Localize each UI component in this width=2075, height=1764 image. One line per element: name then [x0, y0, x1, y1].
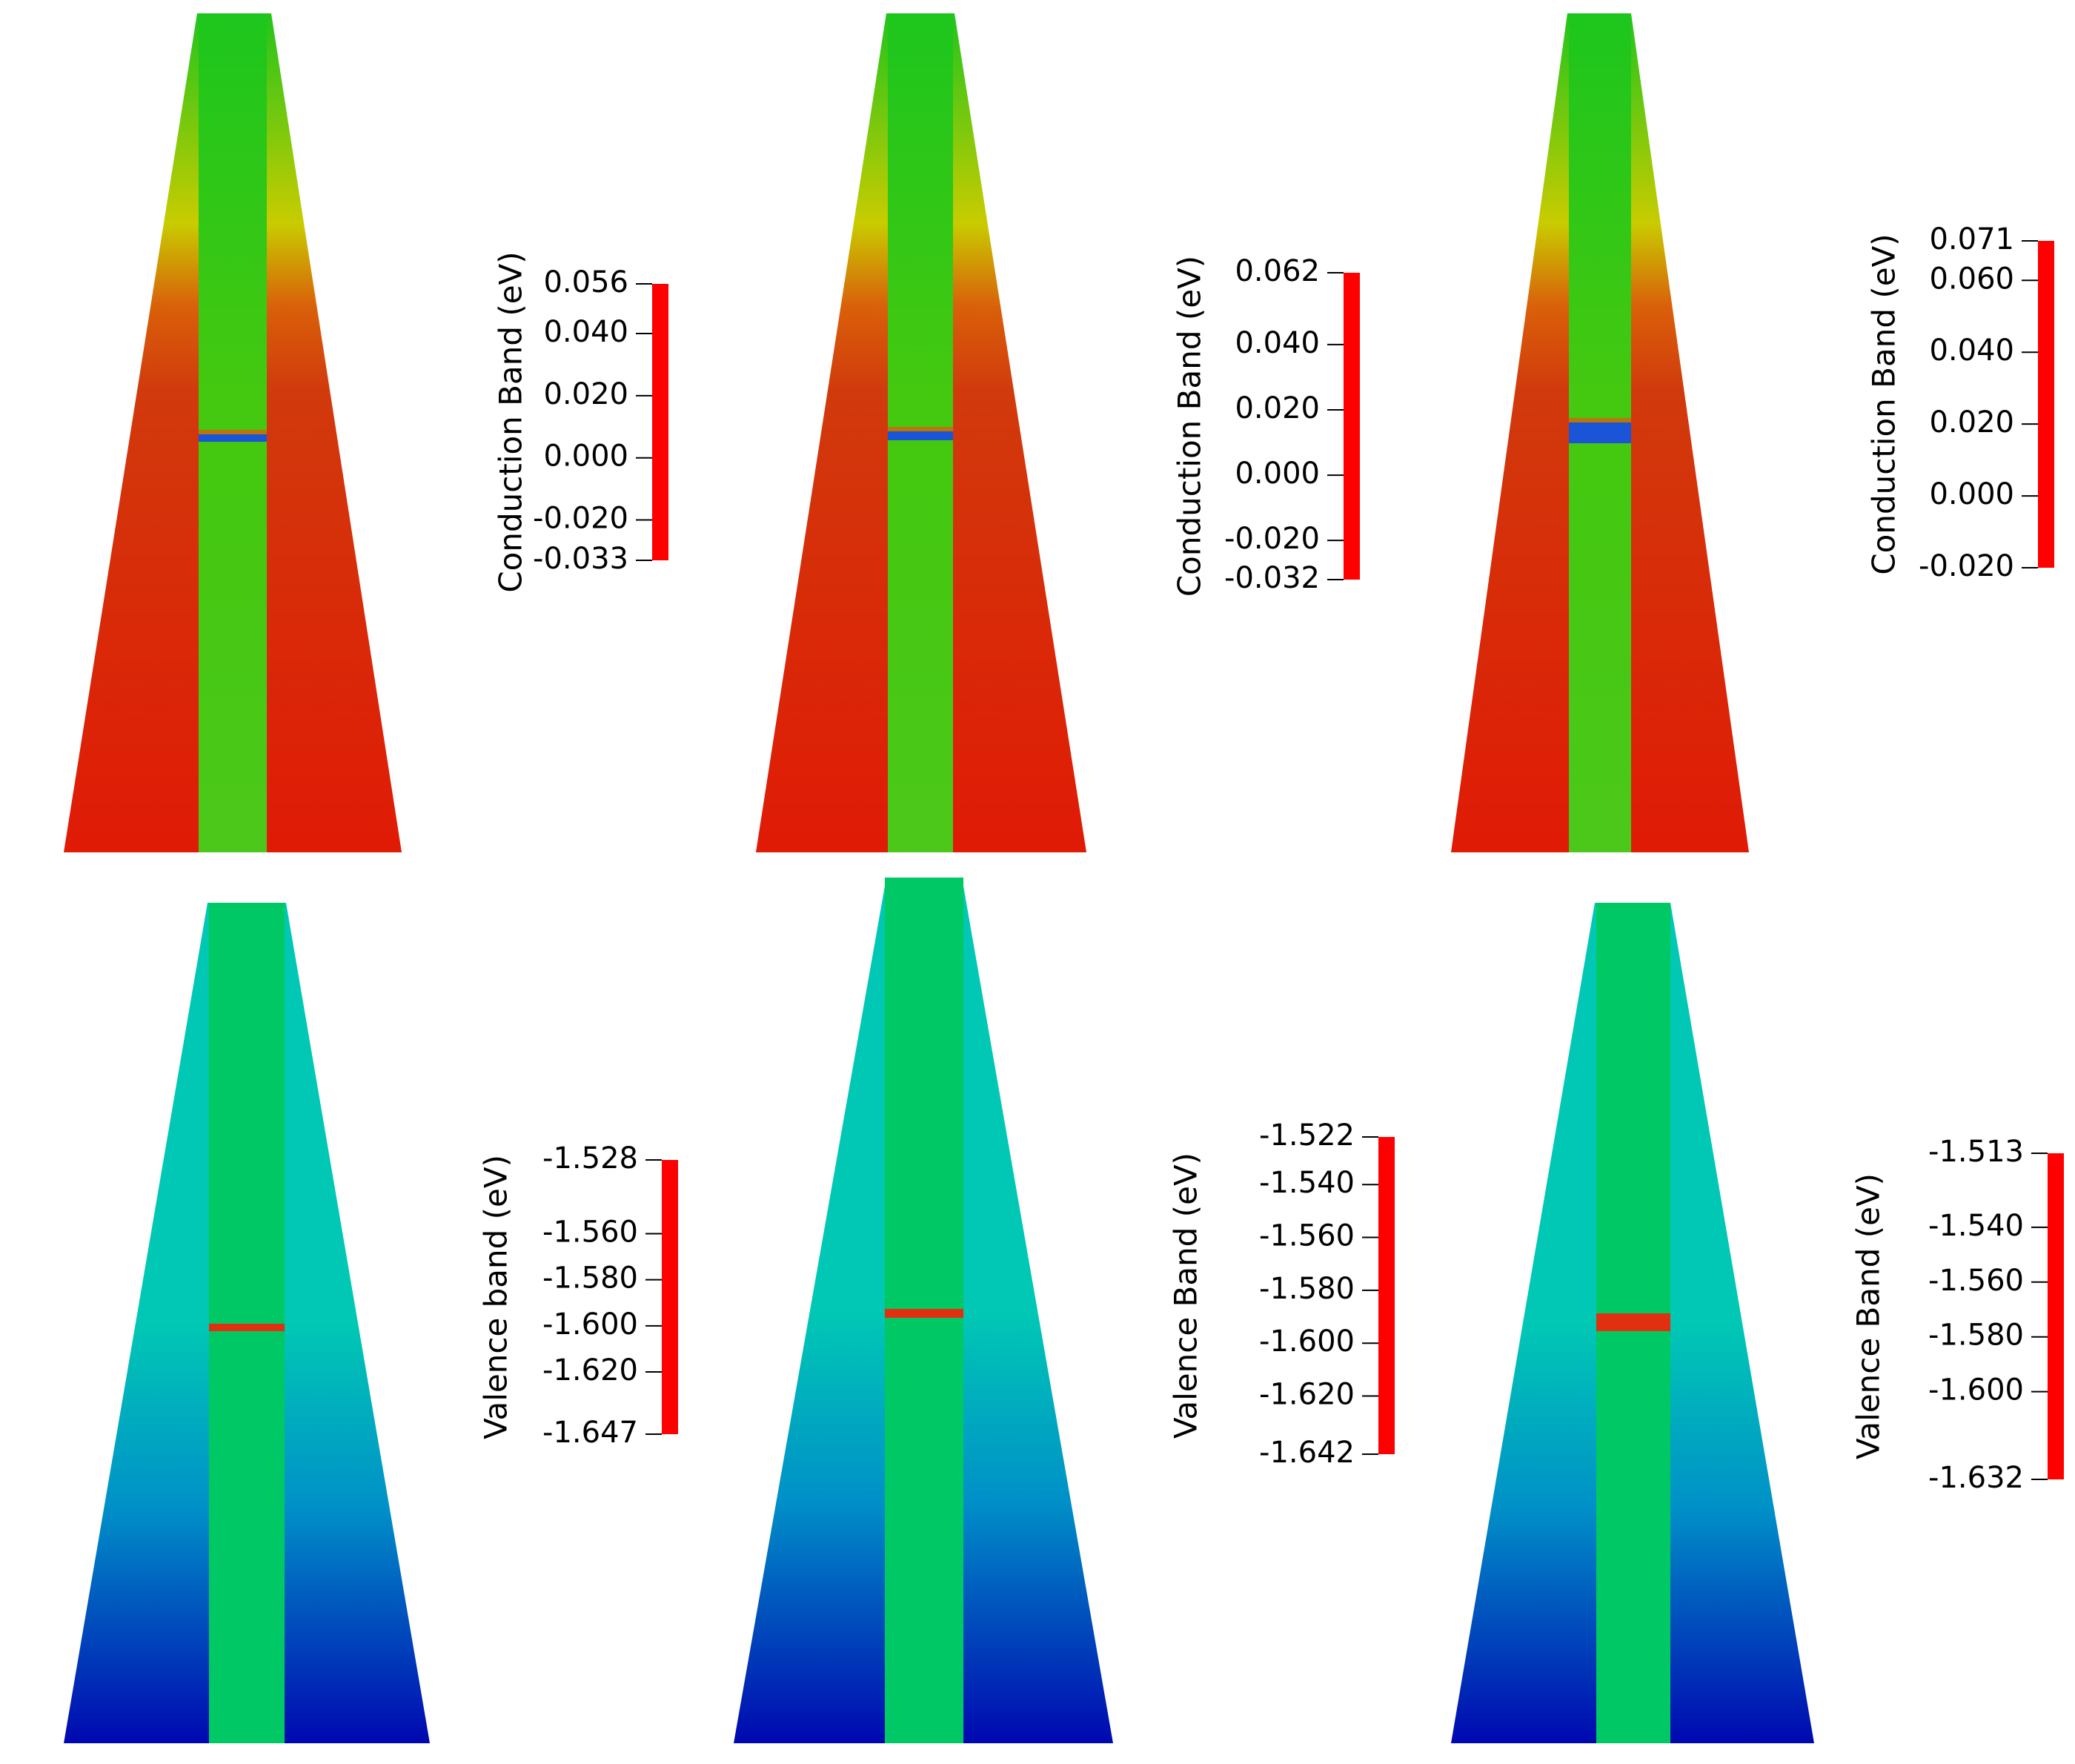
panel-5-tick-label: -1.580 — [1259, 1272, 1355, 1306]
panel-3-dot-halo — [1569, 418, 1631, 422]
panel-4-tick-label: -1.580 — [542, 1261, 638, 1296]
panel-4-quantum-dot — [209, 1324, 285, 1331]
panel-3-tick-label: 0.060 — [1929, 262, 2014, 296]
panel-2-tick-label: -0.020 — [1224, 522, 1320, 556]
panel-2-colorbar: 0.062 0.040 0.020 0.000 -0.020 -0.032 Conducti… — [1172, 254, 1360, 597]
panel-3-conduction: 0.071 0.060 0.040 0.020 0.000 -0.020 Conductio… — [1451, 13, 2054, 852]
panel-4-tick-label: -1.528 — [542, 1141, 638, 1176]
panel-2-tick-label: 0.000 — [1235, 457, 1320, 491]
panel-6-tick-label: -1.540 — [1928, 1209, 2024, 1243]
panel-5-tick-label: -1.620 — [1259, 1378, 1355, 1412]
panel-6-tick-label: -1.580 — [1928, 1319, 2024, 1353]
panel-6-colorbar-title: Valence Band (eV) — [1850, 1173, 1887, 1459]
panel-5-tick-label: -1.540 — [1259, 1166, 1355, 1200]
panel-4-tick-label: -1.620 — [542, 1353, 638, 1387]
panel-3-quantum-dot — [1569, 422, 1631, 443]
panel-2-tick-label: 0.062 — [1235, 254, 1320, 288]
panel-5-tick-label: -1.522 — [1259, 1118, 1355, 1153]
panel-6-colorbar: -1.513 -1.540 -1.560 -1.580 -1.600 -1.632 Vale… — [1850, 1135, 2064, 1495]
panel-1-tick-label: 0.000 — [543, 440, 628, 474]
panel-5-colorbar: -1.522 -1.540 -1.560 -1.580 -1.600 -1.620 -1.6… — [1168, 1118, 1395, 1470]
panel-6-colorbar-gradient — [2048, 1153, 2064, 1479]
panel-1-dot-halo — [199, 430, 267, 434]
panel-2-tick-label: 0.020 — [1235, 391, 1320, 425]
panel-4-tick-label: -1.647 — [542, 1416, 638, 1450]
panel-6-tick-label: -1.513 — [1928, 1135, 2024, 1169]
panel-1-tick-label: 0.056 — [543, 265, 628, 299]
panel-4-colorbar-gradient — [662, 1160, 678, 1434]
panel-6-valence: -1.513 -1.540 -1.560 -1.580 -1.600 -1.632 Vale… — [1451, 903, 2064, 1743]
panel-2-colorbar-gradient — [1344, 273, 1360, 580]
panel-4-colorbar: -1.528 -1.560 -1.580 -1.600 -1.620 -1.647 Vale… — [478, 1141, 678, 1450]
panel-3-tick-label: 0.020 — [1929, 405, 2014, 440]
panel-3-colorbar-gradient — [2038, 241, 2054, 568]
panel-5-colorbar-gradient — [1378, 1137, 1395, 1454]
panel-2-dot-halo — [888, 427, 953, 431]
panel-4-valence: -1.528 -1.560 -1.580 -1.600 -1.620 -1.647 Vale… — [64, 903, 678, 1743]
panel-5-colorbar-title: Valence Band (eV) — [1168, 1153, 1204, 1439]
panel-3-tick-label: 0.040 — [1929, 334, 2014, 368]
panel-1-tick-label: -0.033 — [533, 542, 628, 576]
panel-2-colorbar-title: Conduction Band (eV) — [1172, 256, 1208, 597]
panel-1-conduction: 0.056 0.040 0.020 0.000 -0.020 -0.033Conducti… — [64, 13, 668, 852]
panel-3-tick-label: 0.071 — [1929, 222, 2014, 256]
panel-2-conduction: 0.062 0.040 0.020 0.000 -0.020 -0.032 Conducti… — [756, 13, 1360, 852]
panel-3-colorbar-title: Conduction Band (eV) — [1866, 233, 1902, 574]
panel-1-quantum-dot — [199, 434, 267, 442]
panel-5-tick-label: -1.642 — [1259, 1436, 1355, 1470]
panel-6-tick-label: -1.632 — [1928, 1461, 2024, 1495]
panel-4-tick-label: -1.560 — [542, 1215, 638, 1249]
panel-1-colorbar-title: Conduction Band (eV) — [493, 251, 529, 592]
panel-1-colorbar-gradient — [652, 284, 668, 560]
panel-1-tick-label: -0.020 — [533, 502, 628, 536]
panel-3-tick-label: 0.000 — [1929, 477, 2014, 511]
panel-5-tick-label: -1.560 — [1259, 1219, 1355, 1253]
panel-2-tick-label: -0.032 — [1224, 561, 1320, 595]
panel-3-colorbar: 0.071 0.060 0.040 0.020 0.000 -0.020 Conductio… — [1866, 222, 2054, 583]
panel-4-colorbar-title: Valence band (eV) — [478, 1155, 514, 1439]
panel-1-colorbar: 0.056 0.040 0.020 0.000 -0.020 -0.033Conducti… — [493, 251, 668, 593]
panel-5-quantum-dot — [885, 1309, 963, 1318]
panel-4-tick-label: -1.600 — [542, 1307, 638, 1342]
panel-6-tick-label: -1.560 — [1928, 1264, 2024, 1298]
panel-6-quantum-dot — [1596, 1313, 1670, 1331]
panel-3-tick-label: -0.020 — [1919, 549, 2014, 583]
panel-6-tick-label: -1.600 — [1928, 1373, 2024, 1407]
panel-1-tick-label: 0.020 — [543, 377, 628, 411]
panel-5-tick-label: -1.600 — [1259, 1324, 1355, 1359]
panel-1-tick-label: 0.040 — [543, 315, 628, 349]
panel-4-core — [209, 903, 285, 1743]
panel-2-tick-label: 0.040 — [1235, 326, 1320, 360]
panel-2-quantum-dot — [888, 431, 953, 440]
panel-5-valence: -1.522 -1.540 -1.560 -1.580 -1.600 -1.620 -1.6… — [734, 878, 1395, 1743]
